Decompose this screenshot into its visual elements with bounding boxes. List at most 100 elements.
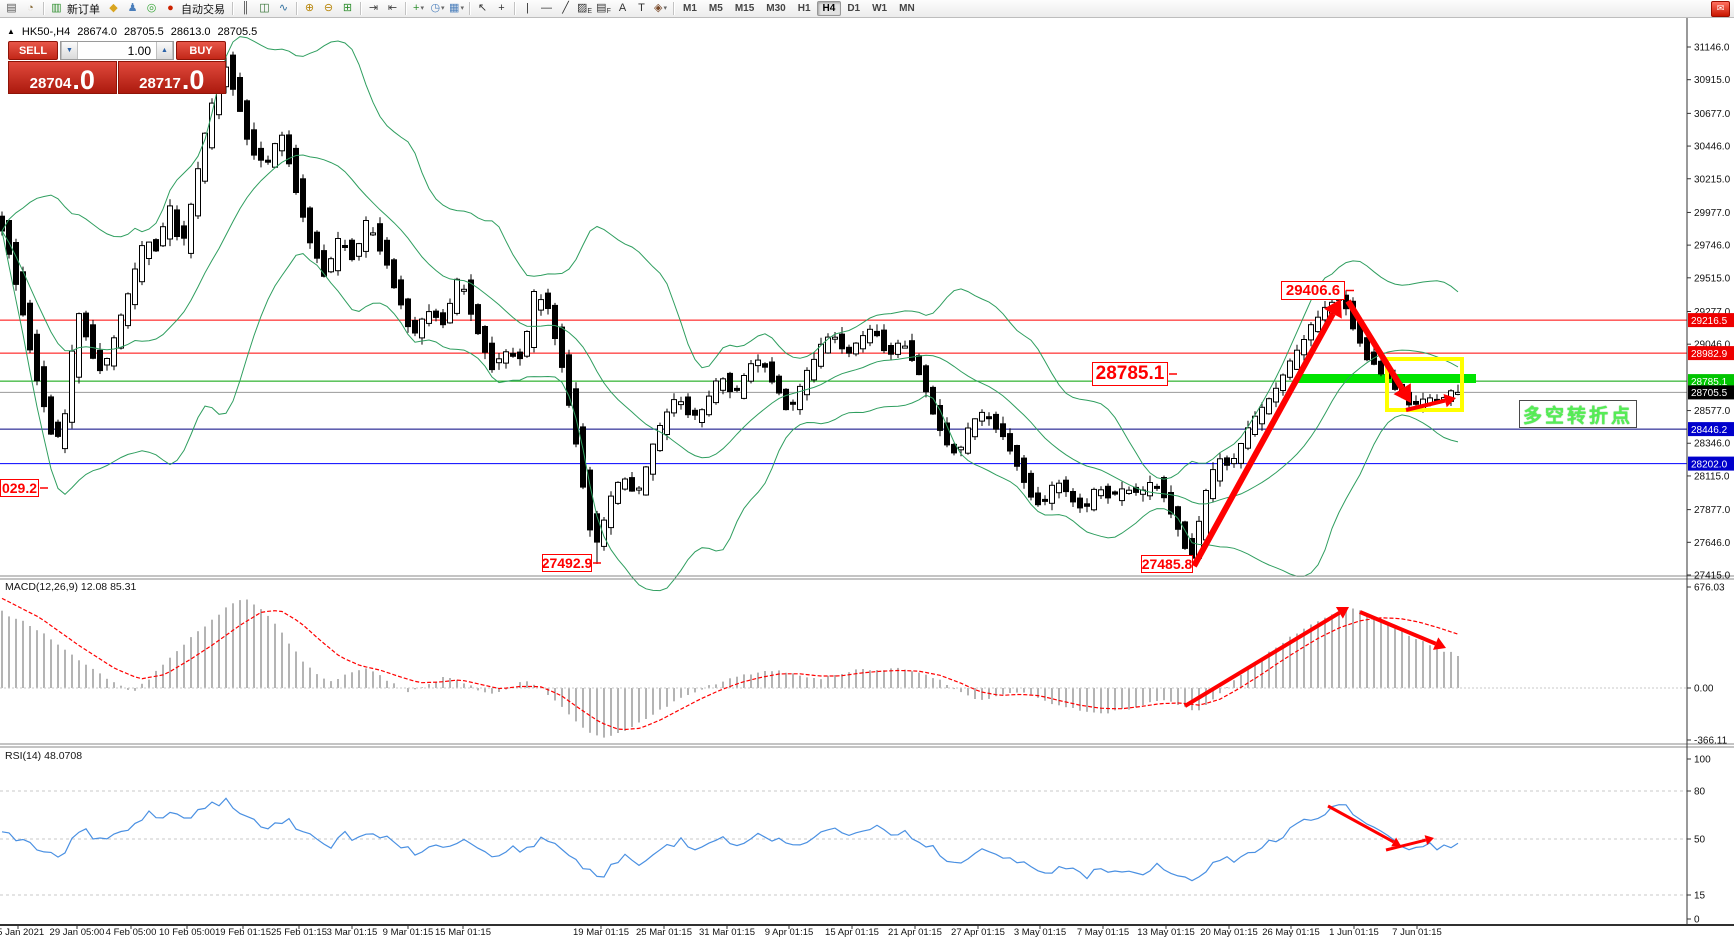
buy-price-main: 28717 bbox=[139, 74, 181, 92]
strategy-tester-icon[interactable]: ◔ bbox=[27, 2, 34, 14]
fibonacci-retracement-icon[interactable]: ▤ F bbox=[596, 2, 611, 15]
price-level-axis-badge: 28982.9 bbox=[1691, 349, 1728, 360]
trendline-icon[interactable]: ╱ bbox=[562, 2, 569, 14]
notifications-icon[interactable]: ✉ bbox=[1711, 0, 1730, 17]
zoom-in-icon[interactable]: ⊕ bbox=[304, 2, 315, 14]
new-order-label[interactable]: 新订单 bbox=[67, 3, 100, 16]
time-axis-label: 9 Mar 01:15 bbox=[383, 927, 434, 938]
vertical-line-icon[interactable]: | bbox=[526, 2, 529, 14]
deposit-icon[interactable]: ◆ bbox=[109, 2, 118, 14]
time-axis-label: 13 May 01:15 bbox=[1137, 927, 1195, 938]
price-axis-tick: 29746.0 bbox=[1694, 241, 1731, 252]
annotation-swing-low2-label[interactable]: 27485.8 bbox=[1141, 555, 1193, 573]
price-axis-tick: 29977.0 bbox=[1694, 208, 1731, 219]
buy-button[interactable]: BUY bbox=[176, 41, 226, 60]
time-axis-label: 21 Apr 01:15 bbox=[888, 927, 942, 938]
timeframe-button-M30[interactable]: M30 bbox=[766, 3, 786, 14]
price-axis-tick: 29515.0 bbox=[1694, 273, 1731, 284]
buy-price-display[interactable]: 28717 .0 bbox=[117, 61, 226, 94]
macd-axis-tick: 676.03 bbox=[1694, 583, 1725, 594]
volume-input[interactable]: 1.00 bbox=[127, 44, 151, 58]
time-axis-label: 29 Jan 05:00 bbox=[50, 927, 105, 938]
time-axis-label: 27 Apr 01:15 bbox=[951, 927, 1005, 938]
timeframe-button-H1[interactable]: H1 bbox=[797, 3, 811, 14]
time-axis-label: 15 Apr 01:15 bbox=[825, 927, 879, 938]
periods-icon[interactable]: ◷ ▾ bbox=[430, 2, 445, 14]
turning-point-text-label[interactable]: 多空转折点 bbox=[1519, 400, 1637, 428]
macd-axis-tick: -366.11 bbox=[1694, 736, 1728, 747]
timeframe-switcher: M1 M5 M15 M30 H1 H4 D1 W1 MN bbox=[677, 1, 921, 16]
charts-window-icon[interactable]: ▤ bbox=[6, 2, 17, 14]
rsi-axis-tick: 80 bbox=[1694, 787, 1706, 798]
cursor-icon[interactable]: ↖ bbox=[477, 2, 488, 14]
timeframe-button-M1[interactable]: M1 bbox=[683, 3, 697, 14]
price-axis-tick: 29046.0 bbox=[1694, 340, 1731, 351]
signals-icon[interactable]: ◎ bbox=[146, 2, 157, 14]
volume-decrease-button[interactable]: ▼ bbox=[61, 42, 78, 59]
macd-values: 12.08 85.31 bbox=[80, 581, 137, 593]
price-axis-tick: 28577.0 bbox=[1694, 406, 1731, 417]
quote-close: 28705.5 bbox=[217, 26, 258, 38]
quote-open: 28674.0 bbox=[77, 26, 117, 38]
indicators-icon[interactable]: + ▾ bbox=[413, 2, 424, 14]
sell-price-display[interactable]: 28704 .0 bbox=[8, 61, 117, 94]
rsi-indicator-label: RSI(14) 48.0708 bbox=[5, 750, 82, 762]
auto-trading-icon[interactable]: ● bbox=[167, 2, 174, 14]
time-axis-label: 25 Mar 01:15 bbox=[636, 927, 692, 938]
toolbar-separator bbox=[673, 2, 674, 15]
volume-increase-button[interactable]: ▲ bbox=[156, 42, 173, 59]
macd-title: MACD(12,26,9) bbox=[5, 581, 78, 593]
timeframe-button-D1[interactable]: D1 bbox=[847, 3, 861, 14]
price-axis-tick: 28346.0 bbox=[1694, 439, 1731, 450]
sell-price-main: 28704 bbox=[29, 74, 72, 92]
quote-high: 28705.5 bbox=[123, 26, 164, 38]
price-axis-tick: 28115.0 bbox=[1694, 471, 1730, 482]
equidistant-channel-icon[interactable]: ▨ E bbox=[576, 2, 593, 15]
annotation-left-edge-price-label[interactable]: 029.2 bbox=[0, 479, 39, 497]
toolbar-separator bbox=[296, 2, 297, 15]
community-icon[interactable]: ♟ bbox=[127, 2, 138, 14]
text-label-icon[interactable]: T bbox=[638, 2, 645, 14]
toolbar-separator bbox=[43, 2, 44, 15]
text-icon[interactable]: A bbox=[618, 2, 627, 14]
time-axis-label: 25 Jan 2021 bbox=[0, 927, 44, 938]
candlestick-chart-type-icon[interactable]: ◫ bbox=[259, 2, 270, 14]
price-axis-tick: 29277.0 bbox=[1694, 307, 1731, 318]
templates-icon[interactable]: ▦ ▾ bbox=[449, 2, 464, 14]
bar-chart-type-icon[interactable]: ║ bbox=[241, 2, 250, 14]
auto-trading-label[interactable]: 自动交易 bbox=[181, 3, 225, 16]
annotation-swing-high-label[interactable]: 29406.6 bbox=[1281, 281, 1345, 300]
chart-shift-icon[interactable]: ⇤ bbox=[387, 2, 398, 14]
crosshair-icon[interactable]: + bbox=[498, 2, 505, 14]
timeframe-button-H4[interactable]: H4 bbox=[816, 1, 842, 16]
timeframe-button-W1[interactable]: W1 bbox=[872, 3, 888, 14]
horizontal-line-icon[interactable]: — bbox=[541, 2, 552, 14]
arrows-icon[interactable]: ◈ ▾ bbox=[654, 2, 667, 14]
annotation-swing-low1-label[interactable]: 27492.9 bbox=[541, 554, 593, 572]
time-axis-label: 4 Feb 05:00 bbox=[106, 927, 157, 938]
toolbar-separator bbox=[360, 2, 361, 15]
macd-axis-tick: 0.00 bbox=[1694, 684, 1714, 695]
price-axis-tick: 30677.0 bbox=[1694, 109, 1731, 120]
time-axis-label: 19 Feb 01:15 bbox=[215, 927, 271, 938]
time-axis-label: 9 Apr 01:15 bbox=[765, 927, 814, 938]
line-chart-type-icon[interactable]: ∿ bbox=[278, 2, 289, 14]
annotation-zone-price-label[interactable]: 28785.1 bbox=[1092, 362, 1168, 386]
new-order-icon[interactable]: ▥ bbox=[51, 2, 62, 14]
rsi-value: 48.0708 bbox=[44, 750, 83, 762]
timeframe-button-MN[interactable]: MN bbox=[899, 3, 915, 14]
timeframe-button-M15[interactable]: M15 bbox=[734, 3, 755, 14]
timeframe-button-M5[interactable]: M5 bbox=[708, 3, 723, 14]
price-axis-tick: 31146.0 bbox=[1694, 43, 1730, 54]
price-axis-tick: 30215.0 bbox=[1694, 174, 1731, 185]
tile-windows-icon[interactable]: ⊞ bbox=[342, 2, 353, 14]
auto-scroll-icon[interactable]: ⇥ bbox=[368, 2, 379, 14]
sell-button[interactable]: SELL bbox=[8, 41, 58, 60]
rsi-axis-tick: 100 bbox=[1694, 755, 1711, 766]
time-axis-label: 31 Mar 01:15 bbox=[699, 927, 755, 938]
price-axis-tick: 27877.0 bbox=[1694, 505, 1731, 516]
price-axis-tick: 30915.0 bbox=[1694, 75, 1731, 86]
zoom-out-icon[interactable]: ⊖ bbox=[323, 2, 334, 14]
